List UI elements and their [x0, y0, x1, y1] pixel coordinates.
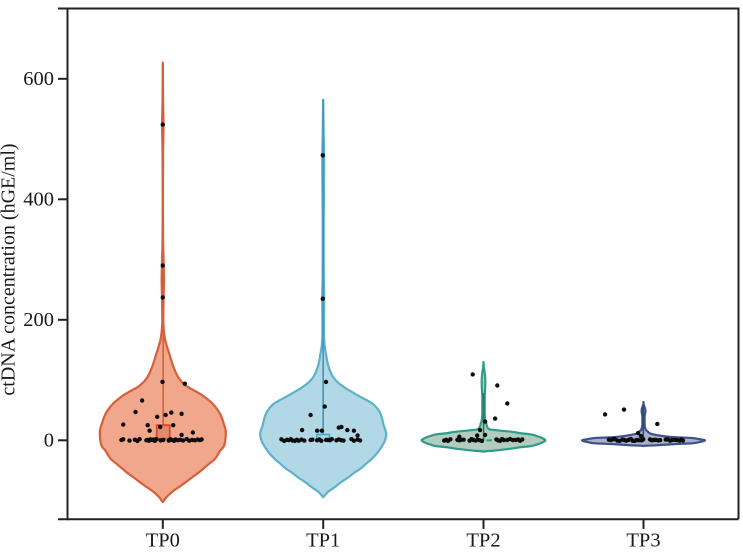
svg-text:TP0: TP0 — [146, 530, 180, 552]
svg-text:0: 0 — [44, 429, 54, 451]
svg-text:200: 200 — [23, 309, 54, 331]
svg-text:TP1: TP1 — [306, 530, 340, 552]
svg-text:400: 400 — [23, 188, 54, 210]
svg-text:ctDNA concentration (hGE/ml): ctDNA concentration (hGE/ml) — [0, 143, 20, 395]
svg-text:600: 600 — [23, 68, 54, 90]
svg-text:TP2: TP2 — [466, 530, 500, 552]
svg-text:TP3: TP3 — [626, 530, 660, 552]
